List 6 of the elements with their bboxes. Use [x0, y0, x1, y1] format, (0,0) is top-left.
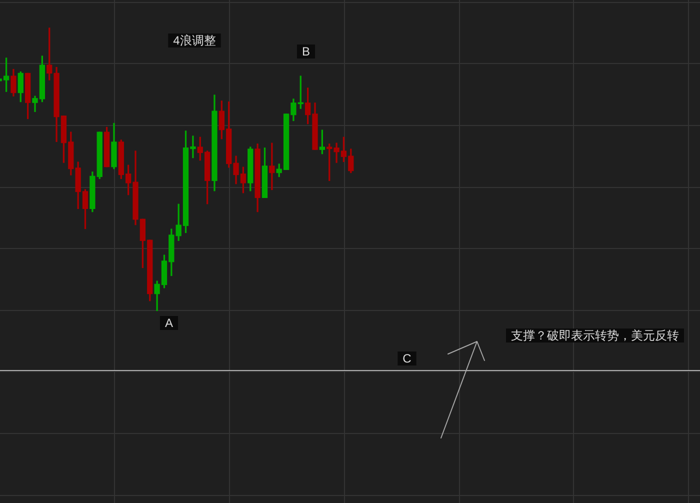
annotation: 4浪调整: [173, 33, 216, 48]
candlestick: [269, 142, 275, 190]
text: A: [164, 316, 174, 330]
text: C: [402, 351, 412, 366]
annotation: B: [302, 44, 310, 58]
text: 支撑？破即表示转势，美元反转: [511, 328, 679, 342]
